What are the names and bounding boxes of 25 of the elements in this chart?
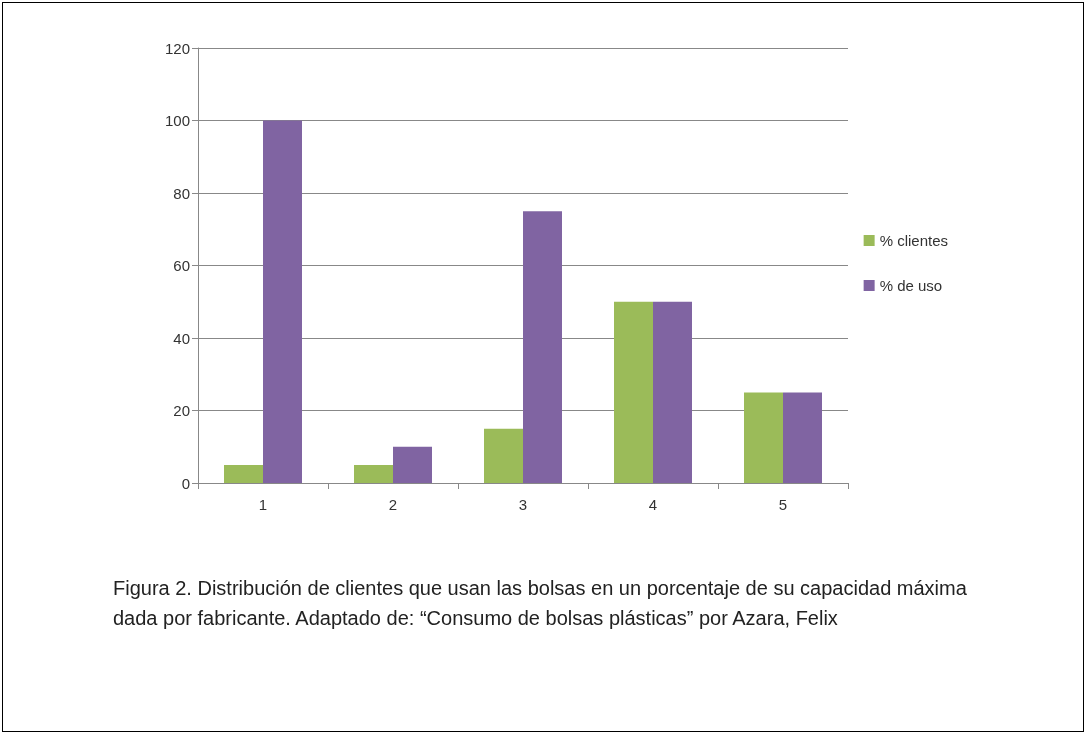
legend-label: % clientes <box>879 232 949 249</box>
bar <box>263 120 302 483</box>
bar <box>653 301 692 483</box>
bar <box>614 301 653 483</box>
y-tick-label: 0 <box>181 474 190 492</box>
y-tick-label: 20 <box>173 402 190 419</box>
x-tick-label: 5 <box>778 496 788 513</box>
bar <box>354 464 393 483</box>
y-tick-label: 100 <box>164 112 190 129</box>
x-tick-label: 1 <box>258 496 268 513</box>
y-tick-label: 40 <box>173 329 190 347</box>
legend-label: % de uso <box>879 277 943 294</box>
y-tick-label: 120 <box>164 39 190 57</box>
bar <box>783 392 822 483</box>
bar <box>224 464 263 483</box>
bar <box>744 392 783 483</box>
x-tick-label: 3 <box>518 496 528 513</box>
x-tick-label: 4 <box>648 496 658 513</box>
bar <box>484 428 523 483</box>
y-tick-label: 60 <box>173 257 190 274</box>
x-tick-label: 2 <box>388 496 398 513</box>
bar <box>523 211 562 483</box>
y-tick-label: 80 <box>173 184 190 202</box>
text: Figura 2. Distribución de clientes que usan las bolsas en un porcentaje de su capacidad máxima dada por fabricante. Adaptado de: “Consumo de bolsas plásticas” por Azara, Felix <box>113 576 968 631</box>
bar <box>393 446 432 483</box>
